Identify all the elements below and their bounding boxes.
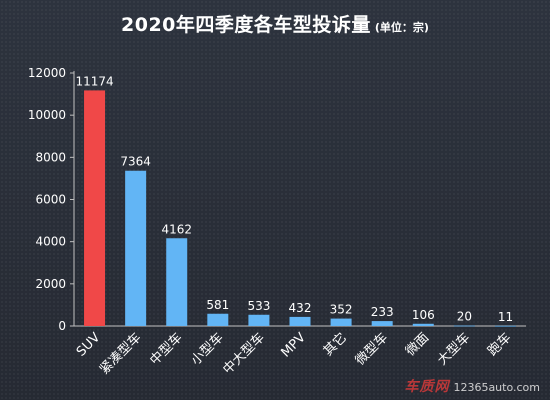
bar	[84, 90, 106, 327]
chart-unit-note: (单位：宗)	[374, 21, 429, 34]
bar	[207, 313, 229, 326]
watermark: 车质网 12365auto.com	[404, 376, 540, 396]
x-category-label: 紧凑型车	[96, 330, 144, 378]
bar	[330, 318, 352, 326]
y-tick-label: 0	[58, 319, 66, 333]
y-tick-label: 6000	[35, 193, 66, 207]
bar-value-label: 581	[206, 298, 229, 312]
chart-title: 2020年四季度各车型投诉量	[121, 14, 371, 36]
bar-value-label: 352	[330, 303, 353, 317]
bar	[289, 316, 311, 326]
x-category-label: 中型车	[147, 330, 186, 369]
x-category-label: 小型车	[188, 330, 227, 369]
x-category-label: 大型车	[434, 330, 473, 369]
y-tick-label: 2000	[35, 277, 66, 291]
bar	[412, 323, 434, 326]
bar-value-label: 11	[498, 310, 513, 324]
bar-value-label: 4162	[161, 222, 192, 236]
bar-value-label: 533	[247, 299, 270, 313]
y-tick-label: 12000	[28, 66, 66, 80]
x-category-label: 中大型车	[220, 330, 268, 378]
bar-value-label: 233	[371, 305, 394, 319]
bar-value-label: 106	[412, 308, 435, 322]
y-tick-label: 4000	[35, 235, 66, 249]
x-category-label: SUV	[74, 330, 104, 360]
bar	[125, 170, 147, 326]
x-category-label: MPV	[278, 330, 308, 360]
bar	[248, 314, 270, 326]
x-category-label: 微型车	[352, 330, 391, 369]
chart-title-wrap: 2020年四季度各车型投诉量 (单位：宗)	[0, 10, 550, 37]
bar-value-label: 11174	[75, 74, 113, 88]
bar	[453, 325, 475, 327]
y-tick-label: 10000	[28, 108, 66, 122]
bar	[371, 321, 393, 326]
x-category-label: 微面	[403, 330, 432, 359]
x-category-label: 跑车	[485, 330, 515, 360]
bar	[166, 238, 188, 326]
y-tick-label: 8000	[35, 150, 66, 164]
watermark-logo: 车质网	[404, 379, 450, 395]
bar-value-label: 432	[289, 301, 312, 315]
bar-value-label: 20	[457, 310, 472, 324]
x-category-label: 其它	[320, 330, 350, 360]
bar-value-label: 7364	[120, 155, 151, 169]
bar	[494, 325, 516, 327]
watermark-url: 12365auto.com	[453, 381, 540, 394]
